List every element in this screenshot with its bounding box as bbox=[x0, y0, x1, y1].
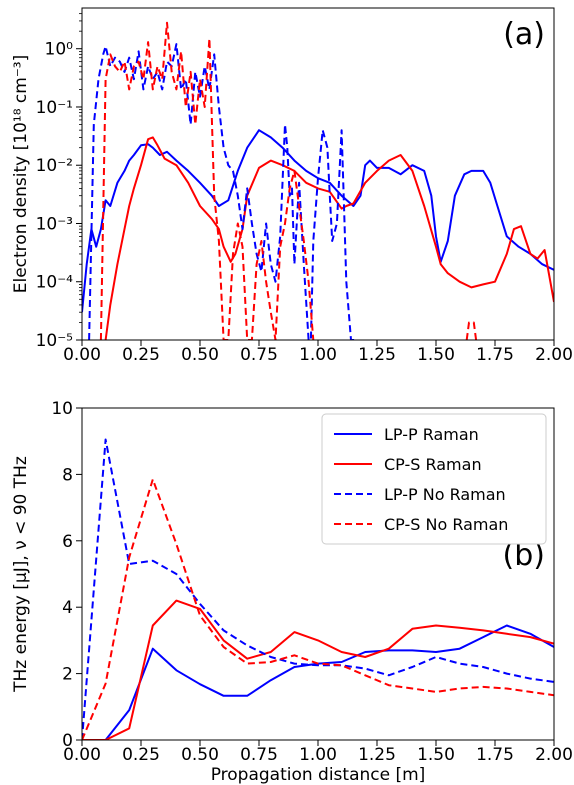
series-line-lp-p-no-raman bbox=[82, 438, 554, 740]
legend-label-lp-p-no-raman: LP-P No Raman bbox=[384, 485, 506, 504]
axes-frame bbox=[81, 7, 555, 341]
x-tick-label: 1.25 bbox=[358, 345, 396, 365]
y-axis-label: THz energy [μJ], ν < 90 THz bbox=[11, 456, 31, 693]
series-line-lp-raman bbox=[82, 129, 554, 313]
legend-box bbox=[321, 413, 547, 545]
series-line-cp-noraman-b bbox=[465, 321, 478, 340]
x-tick-label: 0.75 bbox=[240, 345, 278, 365]
series-line-lp-noraman bbox=[88, 43, 356, 340]
series-line-lp-p-raman bbox=[82, 624, 554, 740]
x-tick-label: 1.00 bbox=[299, 345, 337, 365]
x-tick-label: 1.50 bbox=[417, 745, 455, 765]
y-tick-label: 10⁻¹ bbox=[36, 98, 73, 118]
plot-area bbox=[82, 438, 554, 740]
x-tick-label: 2.00 bbox=[535, 745, 573, 765]
x-tick-label: 1.50 bbox=[417, 345, 455, 365]
x-tick-label: 1.75 bbox=[476, 345, 514, 365]
panel-label: (a) bbox=[503, 17, 545, 52]
legend-label-cp-s-no-raman: CP-S No Raman bbox=[384, 515, 508, 534]
x-tick-label: 0.50 bbox=[181, 745, 219, 765]
y-tick-label: 10 bbox=[51, 399, 73, 419]
panel-a: 0.00 0.25 0.50 0.75 1.00 1.25 1.50 1.75 2.00 10⁻⁵… bbox=[11, 7, 573, 365]
series-line-cp-s-no-raman bbox=[82, 478, 554, 740]
x-tick-label: 0.25 bbox=[122, 745, 160, 765]
panel-b: 0.00 0.25 0.50 0.75 1.00 1.25 1.50 1.75 2.00 0 2 4 6… bbox=[11, 399, 573, 785]
legend-label-lp-p-raman: LP-P Raman bbox=[384, 425, 479, 444]
x-axis-label: Propagation distance [m] bbox=[211, 765, 426, 785]
x-tick-label: 0.25 bbox=[122, 345, 160, 365]
x-tick-label: 1.25 bbox=[358, 745, 396, 765]
y-axis-label: Electron density [10¹⁸ cm⁻³] bbox=[11, 55, 31, 294]
plot-area bbox=[82, 21, 554, 340]
series-line-cp-noraman bbox=[99, 21, 315, 340]
x-tick-label: 1.00 bbox=[299, 745, 337, 765]
x-tick-label: 2.00 bbox=[535, 345, 573, 365]
y-tick-label: 10⁰ bbox=[45, 40, 74, 60]
y-tick-label: 8 bbox=[62, 465, 73, 485]
legend-label-cp-s-raman: CP-S Raman bbox=[384, 455, 482, 474]
series-line-cp-raman bbox=[104, 136, 554, 340]
y-tick-label: 10⁻⁵ bbox=[36, 331, 73, 351]
y-tick-label: 2 bbox=[62, 665, 73, 685]
y-tick-label: 0 bbox=[62, 731, 73, 751]
series-line-cp-s-raman bbox=[82, 599, 554, 740]
y-tick-label: 10⁻⁴ bbox=[36, 273, 74, 293]
x-tick-label: 0.75 bbox=[240, 745, 278, 765]
x-tick-label: 0.00 bbox=[63, 745, 101, 765]
y-tick-label: 10⁻² bbox=[36, 156, 73, 176]
x-tick-label: 0.00 bbox=[63, 345, 101, 365]
y-tick-label: 6 bbox=[62, 532, 73, 552]
x-tick-label: 0.50 bbox=[181, 345, 219, 365]
x-tick-label: 1.75 bbox=[476, 745, 514, 765]
y-tick-label: 4 bbox=[62, 598, 73, 618]
y-tick-label: 10⁻³ bbox=[36, 214, 73, 234]
